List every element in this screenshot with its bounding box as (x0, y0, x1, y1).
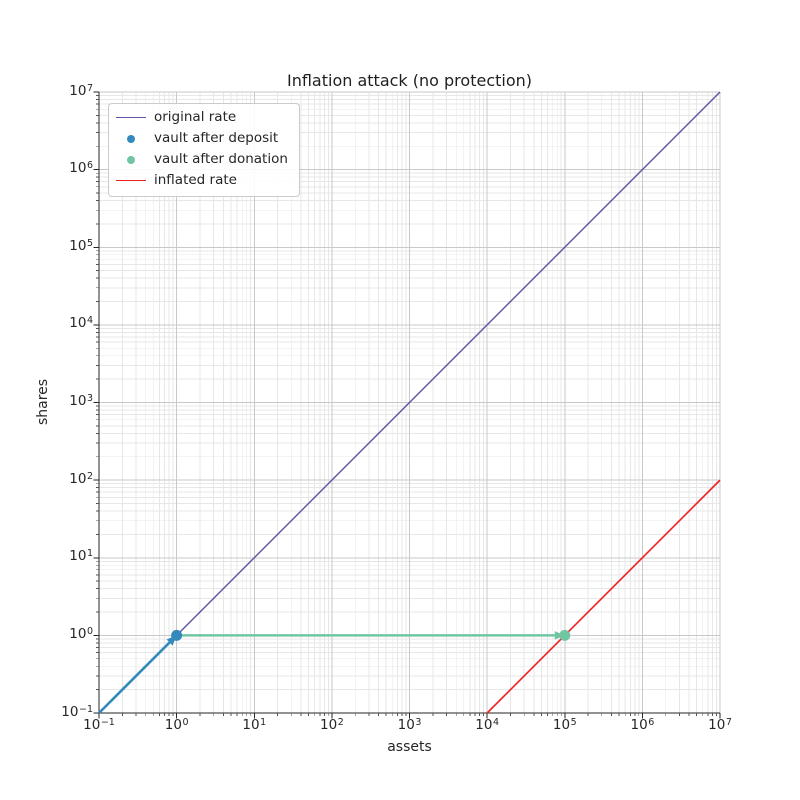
y-tick-label: 100 (69, 625, 93, 642)
x-tick-label: 10−1 (83, 717, 115, 733)
y-tick-label: 106 (69, 160, 93, 177)
y-tick-label: 104 (69, 315, 93, 332)
y-tick-label: 103 (69, 393, 93, 409)
legend-label: inflated rate (154, 172, 237, 188)
x-tick-label: 101 (242, 717, 267, 733)
chart-title: Inflation attack (no protection) (286, 71, 532, 90)
legend-label: vault after donation (154, 151, 288, 167)
x-tick-label: 106 (630, 717, 655, 733)
dot-swatch (127, 134, 135, 143)
y-tick-label: 102 (69, 470, 93, 487)
legend-line-marker (116, 180, 146, 181)
legend-item-vault-after-deposit: vault after deposit (116, 128, 288, 149)
y-tick-label: 107 (69, 82, 93, 99)
line-swatch (116, 180, 146, 181)
x-tick-label: 103 (397, 717, 422, 733)
vault-after-deposit-point (171, 629, 183, 641)
deposit-arrow-shaft (98, 640, 172, 714)
original-rate-line (98, 91, 721, 714)
legend-item-original-rate: original rate (116, 107, 288, 128)
x-tick-label: 104 (475, 717, 499, 733)
x-tick-label: 105 (552, 717, 577, 733)
legend-label: vault after deposit (154, 130, 279, 146)
legend-dot-marker (116, 155, 146, 164)
legend-dot-marker (116, 134, 146, 143)
line-swatch (116, 117, 146, 118)
x-tick-label: 100 (164, 717, 189, 733)
inflated-rate-line (486, 479, 721, 714)
vault-after-donation-point (559, 629, 571, 641)
x-tick-label: 102 (320, 717, 344, 733)
dot-swatch (127, 155, 135, 164)
y-tick-label: 101 (69, 548, 93, 565)
x-tick-label: 107 (708, 717, 732, 733)
legend-line-marker (116, 117, 146, 118)
y-tick-label: 10−1 (61, 703, 93, 720)
legend-item-vault-after-donation: vault after donation (116, 149, 288, 170)
y-tick-label: 105 (69, 237, 93, 254)
x-axis-label: assets (387, 739, 432, 755)
legend: original rate vault after deposit vault af… (108, 103, 300, 197)
legend-label: original rate (154, 109, 237, 125)
legend-item-inflated-rate: inflated rate (116, 170, 288, 191)
